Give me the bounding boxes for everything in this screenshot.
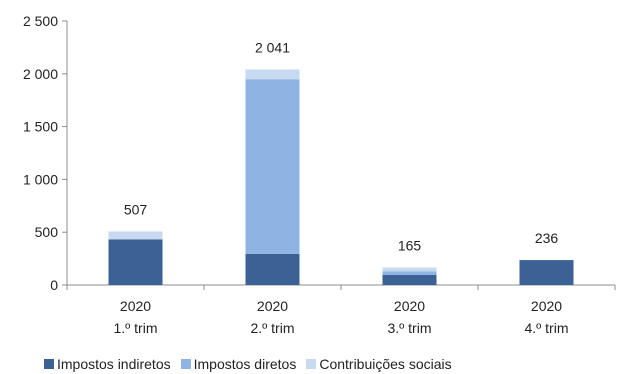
legend-item: Impostos diretos [180,356,297,372]
x-tick-label-quarter: 2.º trim [250,320,294,336]
bar-segment-1 [382,274,437,285]
bar-total-label: 507 [124,201,148,217]
x-tick-label-year: 2020 [531,298,562,314]
bar-total-label: 165 [398,238,422,254]
y-tick-label: 2 000 [23,66,58,82]
bar-total-label: 236 [535,230,559,246]
bar-segment-2 [245,79,300,254]
legend-label: Contribuições sociais [319,356,452,372]
legend-swatch [44,359,54,369]
x-tick-label-quarter: 1.º trim [113,320,157,336]
legend-swatch [306,359,317,369]
bar-total-label: 2 041 [255,39,290,55]
legend: Impostos indiretos Impostos diretos Contri… [44,356,452,372]
bar-segment-3 [245,69,300,80]
y-tick-label: 500 [35,224,59,240]
x-tick-label-quarter: 4.º trim [524,320,568,336]
bar-segment-3 [108,231,163,240]
y-tick-label: 2 500 [23,13,58,29]
y-tick-label: 1 000 [23,171,58,187]
legend-item: Impostos indiretos [44,356,171,372]
x-tick-label-year: 2020 [394,298,425,314]
bars [108,69,574,285]
data-labels: 507 2 041 165 236 [124,39,559,253]
x-tick-label-quarter: 3.º trim [387,320,431,336]
bar-segment-2 [382,271,437,275]
x-tick-label-year: 2020 [120,298,151,314]
y-axis: 0 500 1 000 1 500 2 000 2 500 [23,13,68,293]
y-tick-label: 1 500 [23,119,58,135]
bar-segment-1 [108,239,163,285]
bar-segment-1 [519,260,574,285]
legend-label: Impostos diretos [193,356,297,372]
y-tick-label: 0 [50,277,58,293]
legend-label: Impostos indiretos [57,356,171,372]
bar-segment-3 [382,267,437,272]
legend-swatch [180,359,191,369]
x-tick-label-year: 2020 [257,298,288,314]
x-axis: 2020 1.º trim 2020 2.º trim 2020 3.º trim 2020… [66,284,616,336]
legend-item: Contribuições sociais [306,356,452,372]
bar-segment-1 [245,253,300,285]
